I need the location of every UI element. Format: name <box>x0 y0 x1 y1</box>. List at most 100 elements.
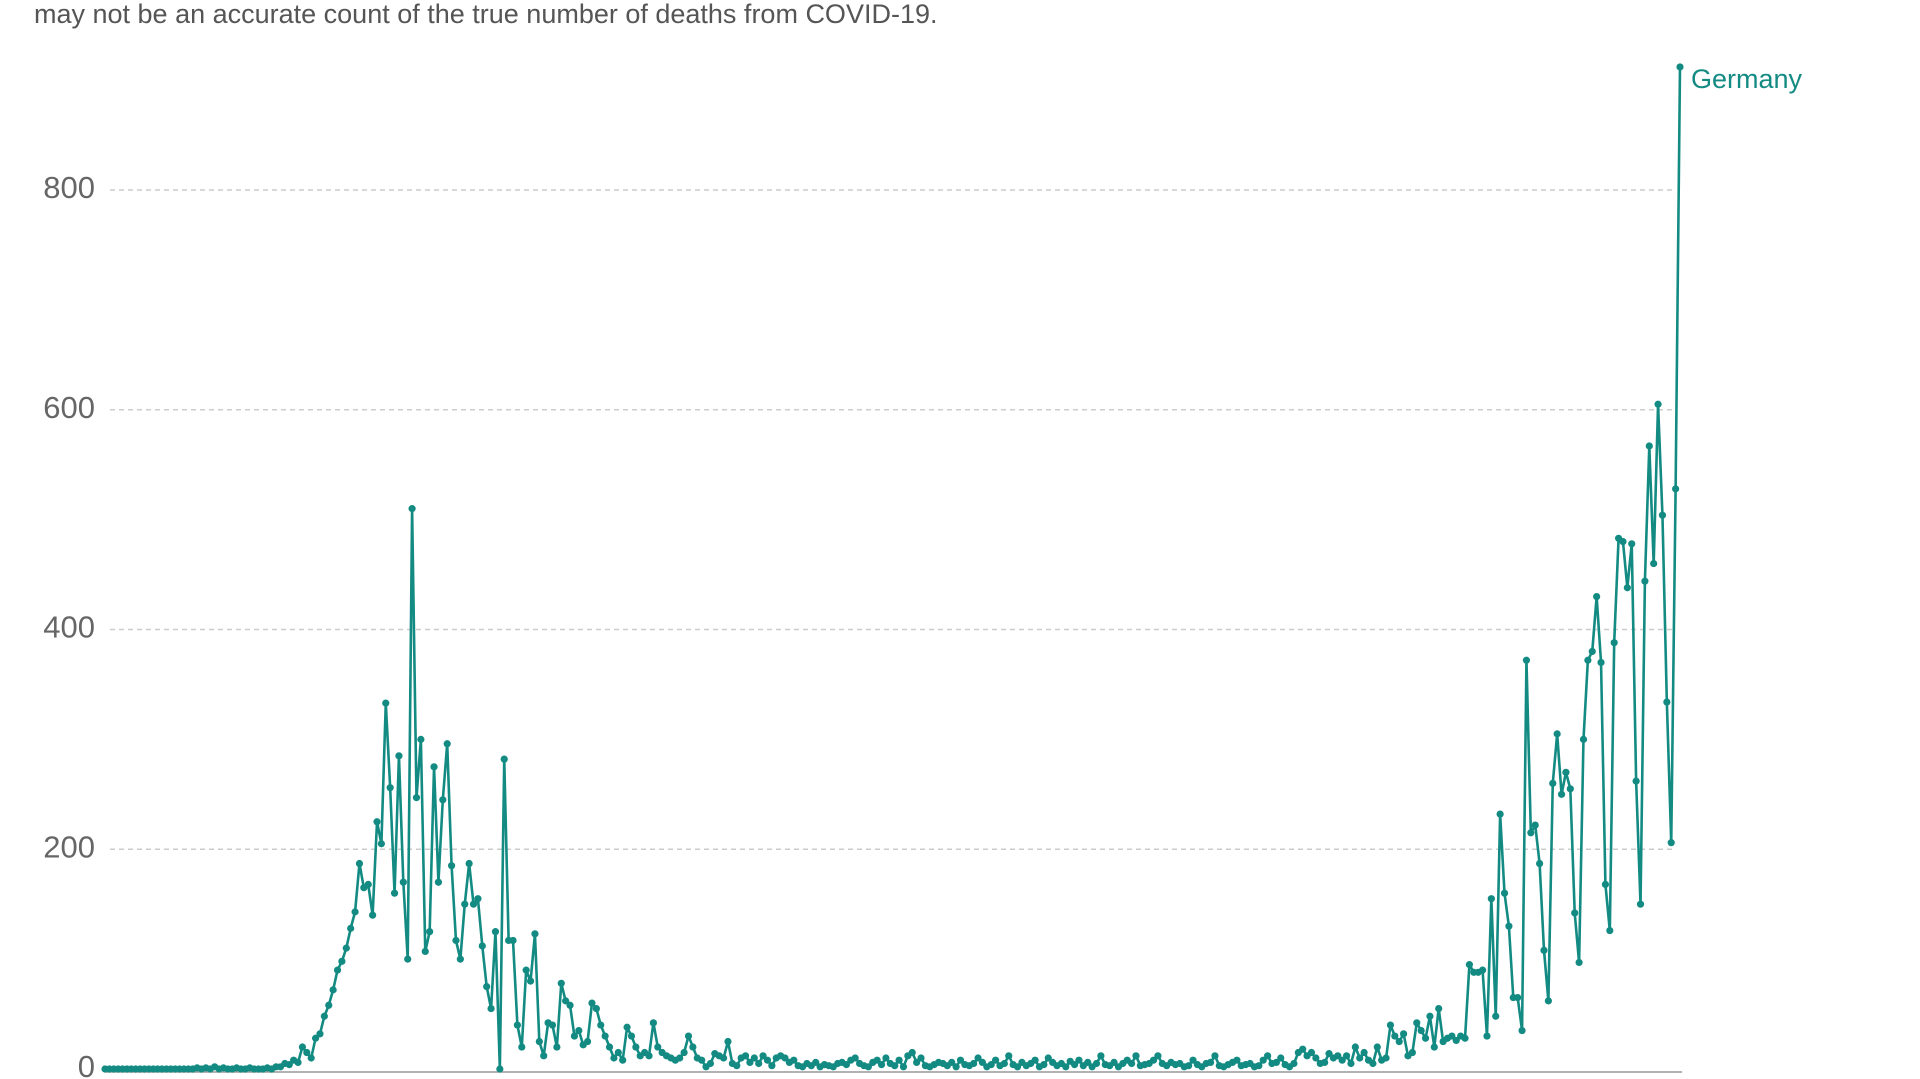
point <box>1478 966 1487 974</box>
point <box>404 955 412 963</box>
point <box>1272 1058 1280 1067</box>
point <box>948 1058 956 1067</box>
point <box>619 1056 627 1064</box>
point <box>724 1037 732 1046</box>
point <box>1351 1043 1359 1051</box>
point <box>1461 1034 1469 1042</box>
point <box>654 1043 662 1051</box>
point <box>759 1052 767 1060</box>
point <box>518 1043 526 1051</box>
point <box>338 957 346 965</box>
point <box>1413 1019 1421 1027</box>
point <box>1540 946 1548 954</box>
point <box>1531 821 1539 829</box>
point <box>1325 1050 1333 1058</box>
point <box>1307 1048 1316 1057</box>
point <box>355 859 364 868</box>
point <box>1562 768 1570 776</box>
point <box>1435 1004 1443 1013</box>
y-tick-label: 400 <box>43 610 95 645</box>
point <box>605 1043 614 1051</box>
point <box>974 1054 982 1062</box>
point <box>491 928 500 936</box>
point <box>377 840 385 848</box>
point <box>851 1054 859 1062</box>
point <box>842 1061 851 1069</box>
point <box>1277 1054 1285 1062</box>
point <box>882 1054 890 1062</box>
point <box>1299 1045 1307 1053</box>
point <box>1189 1056 1197 1064</box>
point <box>1518 1026 1526 1035</box>
point <box>1132 1052 1140 1060</box>
point <box>496 1065 504 1073</box>
point <box>1452 1036 1460 1045</box>
point <box>1264 1052 1272 1060</box>
point <box>917 1054 925 1062</box>
point <box>570 1032 579 1040</box>
point <box>1421 1034 1430 1042</box>
point <box>733 1062 741 1070</box>
point <box>1505 922 1513 930</box>
point <box>1092 1059 1101 1068</box>
point <box>812 1058 820 1067</box>
point <box>623 1023 631 1031</box>
point <box>684 1032 693 1040</box>
point <box>583 1037 592 1046</box>
point <box>1514 993 1522 1002</box>
point <box>566 1001 574 1009</box>
point <box>1628 540 1636 548</box>
point <box>676 1054 684 1062</box>
point <box>1619 538 1627 546</box>
point <box>1128 1059 1136 1068</box>
point <box>592 1004 600 1013</box>
point <box>1211 1052 1219 1060</box>
point <box>461 900 469 908</box>
point <box>1571 909 1579 917</box>
point <box>632 1043 640 1051</box>
point <box>1342 1052 1351 1060</box>
y-tick-label: 800 <box>43 170 95 205</box>
point <box>1084 1058 1092 1067</box>
point <box>1654 400 1662 408</box>
point <box>908 1048 916 1057</box>
point <box>1597 658 1605 667</box>
point <box>1356 1054 1364 1062</box>
line <box>105 66 1682 1071</box>
point <box>1430 1043 1438 1051</box>
point <box>1566 785 1574 793</box>
point <box>1013 1063 1022 1071</box>
point <box>719 1054 728 1062</box>
point <box>535 1037 543 1046</box>
point <box>548 1021 557 1029</box>
point <box>294 1058 302 1067</box>
point <box>588 999 596 1007</box>
point <box>390 889 399 897</box>
point <box>369 911 377 919</box>
point <box>1321 1058 1329 1067</box>
point <box>285 1061 293 1069</box>
point <box>540 1052 548 1060</box>
point <box>1636 900 1645 908</box>
point <box>421 947 429 956</box>
point <box>741 1052 750 1060</box>
point <box>1386 1021 1395 1029</box>
point <box>698 1056 706 1064</box>
point <box>1588 647 1596 656</box>
point <box>1259 1056 1267 1064</box>
point <box>1601 880 1610 889</box>
point <box>1347 1059 1355 1068</box>
point <box>956 1056 965 1064</box>
point <box>298 1043 307 1051</box>
point <box>509 936 517 945</box>
point <box>1527 829 1535 837</box>
point <box>562 997 570 1005</box>
point <box>382 699 390 707</box>
point <box>1579 735 1588 743</box>
point <box>1483 1032 1491 1040</box>
y-tick-label: 0 <box>78 1049 95 1079</box>
point <box>307 1054 315 1062</box>
point <box>303 1048 311 1057</box>
point <box>987 1061 995 1069</box>
